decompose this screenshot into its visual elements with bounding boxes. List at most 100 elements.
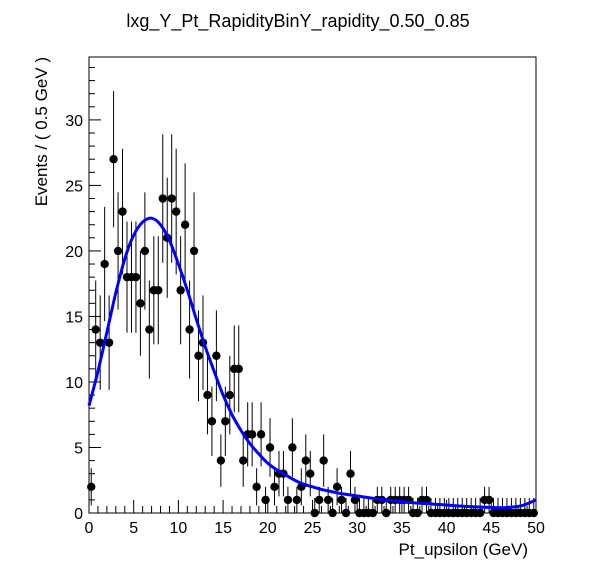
data-point <box>422 487 430 513</box>
data-point <box>261 487 269 513</box>
data-point <box>346 451 354 496</box>
marker <box>208 417 216 425</box>
marker <box>413 509 421 517</box>
marker <box>306 469 314 477</box>
marker <box>288 443 296 451</box>
data-point <box>176 236 184 344</box>
marker <box>194 352 202 360</box>
marker <box>109 155 117 163</box>
y-tick-label: 15 <box>65 309 83 326</box>
marker <box>342 509 350 517</box>
marker <box>181 221 189 229</box>
x-tick-label: 25 <box>304 520 322 537</box>
x-tick-label: 35 <box>393 520 411 537</box>
marker <box>212 352 220 360</box>
marker <box>136 299 144 307</box>
x-tick-label: 40 <box>438 520 456 537</box>
marker <box>185 325 193 333</box>
data-point <box>141 192 149 309</box>
marker <box>248 430 256 438</box>
y-tick-label: 10 <box>65 375 83 392</box>
data-point <box>217 434 225 486</box>
marker <box>235 365 243 373</box>
marker <box>167 194 175 202</box>
data-point <box>190 192 198 309</box>
x-axis-label: Pt_upsilon (GeV) <box>399 540 528 559</box>
x-tick-label: 20 <box>259 520 277 537</box>
marker <box>172 207 180 215</box>
data-point <box>293 487 301 513</box>
y-tick-label: 25 <box>65 178 83 195</box>
marker <box>226 391 234 399</box>
marker <box>261 496 269 504</box>
marker <box>346 469 354 477</box>
data-point <box>252 468 260 505</box>
x-tick-label: 30 <box>348 520 366 537</box>
data-point <box>136 251 144 356</box>
data-point <box>351 487 359 513</box>
data-point <box>319 434 327 486</box>
marker <box>311 509 319 517</box>
marker <box>252 483 260 491</box>
data-point <box>235 325 243 412</box>
marker <box>369 509 377 517</box>
marker <box>382 509 390 517</box>
data-points <box>87 91 538 517</box>
marker <box>257 430 265 438</box>
fit-curve <box>89 218 536 508</box>
marker <box>302 456 310 464</box>
data-point <box>288 418 296 477</box>
marker <box>100 260 108 268</box>
marker <box>132 273 140 281</box>
x-tick-label: 50 <box>527 520 545 537</box>
data-point <box>404 487 412 513</box>
marker <box>159 194 167 202</box>
marker <box>270 483 278 491</box>
data-point <box>154 236 162 344</box>
marker <box>315 496 323 504</box>
plot-frame <box>89 57 536 513</box>
chart-title: lxg_Y_Pt_RapidityBinY_rapidity_0.50_0.85 <box>126 11 469 32</box>
data-point <box>302 434 310 486</box>
marker <box>141 247 149 255</box>
data-point <box>100 207 108 321</box>
x-tick-label: 15 <box>214 520 232 537</box>
marker <box>154 286 162 294</box>
y-tick-label: 20 <box>65 244 83 261</box>
marker <box>324 496 332 504</box>
marker <box>114 247 122 255</box>
x-tick-label: 0 <box>85 520 94 537</box>
marker <box>239 456 247 464</box>
marker <box>319 456 327 464</box>
marker <box>221 417 229 425</box>
marker <box>203 391 211 399</box>
x-tick-label: 5 <box>129 520 138 537</box>
marker <box>476 509 484 517</box>
x-tick-label: 10 <box>170 520 188 537</box>
marker <box>176 286 184 294</box>
y-axis-label: Events / ( 0.5 GeV ) <box>32 57 51 206</box>
data-point <box>284 487 292 513</box>
marker <box>485 496 493 504</box>
marker <box>145 325 153 333</box>
data-point <box>109 91 117 227</box>
y-tick-label: 0 <box>74 506 83 523</box>
x-tick-label: 45 <box>482 520 500 537</box>
marker <box>217 456 225 464</box>
y-tick-label: 5 <box>74 440 83 457</box>
data-point <box>248 402 256 466</box>
marker <box>530 509 538 517</box>
marker <box>337 496 345 504</box>
data-point <box>159 134 167 262</box>
marker <box>328 509 336 517</box>
data-point <box>181 163 189 286</box>
marker <box>333 483 341 491</box>
data-point <box>239 434 247 486</box>
marker <box>87 483 95 491</box>
data-point <box>337 487 345 513</box>
y-tick-label: 30 <box>65 113 83 130</box>
marker <box>284 496 292 504</box>
marker <box>92 325 100 333</box>
marker <box>118 207 126 215</box>
